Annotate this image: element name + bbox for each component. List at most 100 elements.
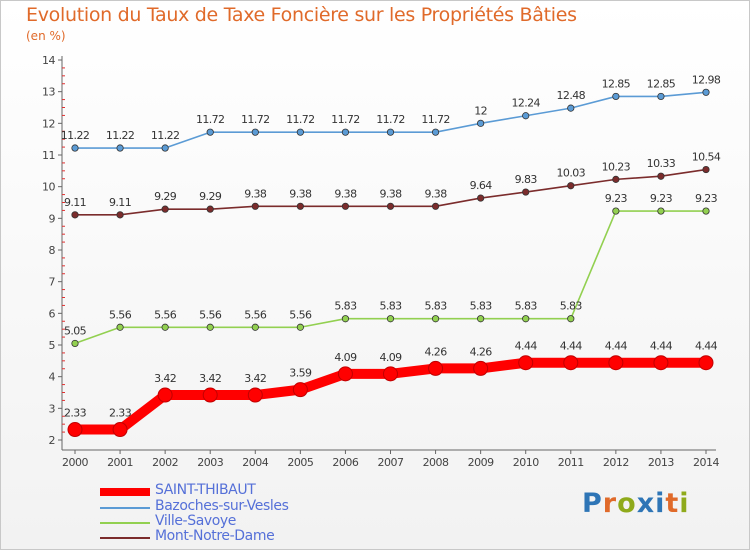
data-label: 9.23 bbox=[650, 192, 673, 205]
data-point bbox=[112, 422, 128, 438]
data-point bbox=[202, 387, 218, 403]
data-point bbox=[157, 387, 173, 403]
data-point bbox=[206, 205, 214, 213]
data-label: 9.29 bbox=[154, 190, 177, 203]
x-tick-label: 2010 bbox=[513, 456, 539, 469]
data-label: 4.44 bbox=[650, 340, 673, 353]
y-tick-label: 6 bbox=[49, 307, 56, 320]
data-point bbox=[116, 144, 124, 152]
data-point bbox=[567, 104, 575, 112]
data-point bbox=[161, 323, 169, 331]
data-point bbox=[477, 194, 485, 202]
data-point bbox=[341, 128, 350, 136]
x-tick-label: 2004 bbox=[242, 456, 268, 469]
data-label: 11.22 bbox=[61, 129, 90, 142]
y-tick-label: 3 bbox=[49, 402, 56, 415]
data-label: 12 bbox=[474, 104, 487, 117]
data-point bbox=[698, 355, 714, 371]
y-tick-label: 8 bbox=[49, 244, 56, 257]
data-label: 5.56 bbox=[199, 308, 222, 321]
proxiti-logo: Proxiti bbox=[582, 488, 690, 519]
data-point bbox=[71, 211, 79, 219]
data-point bbox=[657, 92, 665, 101]
data-point bbox=[612, 92, 620, 101]
data-point bbox=[431, 315, 440, 323]
data-label: 4.26 bbox=[425, 345, 448, 358]
legend-label: SAINT-THIBAUT bbox=[155, 482, 256, 498]
y-tick-label: 2 bbox=[49, 434, 56, 447]
data-label: 5.05 bbox=[64, 324, 87, 337]
data-label: 5.83 bbox=[379, 300, 402, 313]
data-label: 10.54 bbox=[692, 151, 721, 164]
data-label: 11.22 bbox=[151, 129, 180, 142]
data-point bbox=[657, 207, 665, 215]
x-tick-label: 2001 bbox=[107, 456, 133, 469]
data-point bbox=[292, 382, 308, 398]
legend-swatch bbox=[100, 522, 150, 524]
data-point bbox=[386, 202, 395, 210]
data-label: 11.72 bbox=[286, 113, 315, 126]
data-point bbox=[477, 119, 485, 127]
legend-swatch bbox=[100, 488, 150, 496]
x-tick-label: 2000 bbox=[62, 456, 88, 469]
data-label: 5.56 bbox=[244, 308, 267, 321]
y-tick-label: 12 bbox=[42, 117, 55, 130]
y-tick-label: 7 bbox=[49, 276, 56, 289]
data-point bbox=[608, 355, 624, 371]
data-point bbox=[612, 207, 620, 215]
logo-letter: P bbox=[582, 488, 603, 519]
data-point bbox=[386, 128, 395, 136]
data-label: 5.56 bbox=[109, 308, 132, 321]
data-point bbox=[522, 188, 530, 196]
data-label: 5.83 bbox=[560, 300, 583, 313]
x-tick-label: 2002 bbox=[152, 456, 178, 469]
legend-label: Ville-Savoye bbox=[155, 513, 237, 529]
data-point bbox=[251, 323, 259, 331]
data-point bbox=[428, 360, 444, 376]
data-label: 3.42 bbox=[199, 372, 221, 385]
data-point bbox=[341, 315, 350, 323]
data-label: 5.56 bbox=[289, 308, 312, 321]
data-point bbox=[612, 175, 620, 183]
data-label: 11.72 bbox=[241, 113, 270, 126]
x-tick-label: 2006 bbox=[332, 456, 358, 469]
data-label: 9.38 bbox=[334, 187, 357, 200]
x-tick-label: 2005 bbox=[287, 456, 313, 469]
y-tick-label: 14 bbox=[42, 54, 55, 67]
data-point bbox=[251, 202, 259, 210]
x-tick-label: 2011 bbox=[558, 456, 584, 469]
data-label: 9.83 bbox=[515, 173, 538, 186]
data-label: 5.83 bbox=[470, 300, 493, 313]
data-point bbox=[337, 366, 353, 382]
x-tick-label: 2009 bbox=[468, 456, 494, 469]
y-tick-label: 13 bbox=[42, 86, 55, 99]
data-point bbox=[206, 323, 214, 331]
y-tick-label: 5 bbox=[49, 339, 56, 352]
data-point bbox=[518, 355, 534, 371]
data-label: 4.44 bbox=[695, 340, 718, 353]
data-point bbox=[296, 202, 304, 210]
data-label: 12.24 bbox=[511, 97, 540, 110]
data-label: 9.29 bbox=[199, 190, 222, 203]
data-label: 9.11 bbox=[64, 196, 86, 209]
y-tick-label: 10 bbox=[42, 181, 55, 194]
data-label: 9.38 bbox=[244, 187, 267, 200]
data-point bbox=[206, 128, 214, 136]
data-label: 10.23 bbox=[602, 160, 631, 173]
logo-letter: r bbox=[602, 488, 618, 519]
data-point bbox=[296, 128, 304, 136]
data-label: 9.23 bbox=[605, 192, 628, 205]
data-point bbox=[702, 207, 710, 215]
data-label: 4.09 bbox=[334, 351, 357, 364]
data-point bbox=[702, 88, 710, 96]
data-label: 11.72 bbox=[376, 113, 405, 126]
data-point bbox=[657, 172, 665, 180]
data-label: 4.44 bbox=[515, 340, 538, 353]
unit-label: (en %) bbox=[26, 29, 66, 43]
logo-letter: i bbox=[655, 488, 666, 519]
data-label: 9.11 bbox=[109, 196, 131, 209]
y-tick-label: 9 bbox=[49, 212, 56, 225]
data-label: 12.48 bbox=[557, 89, 586, 102]
y-tick-label: 4 bbox=[49, 371, 56, 384]
data-point bbox=[431, 202, 440, 210]
